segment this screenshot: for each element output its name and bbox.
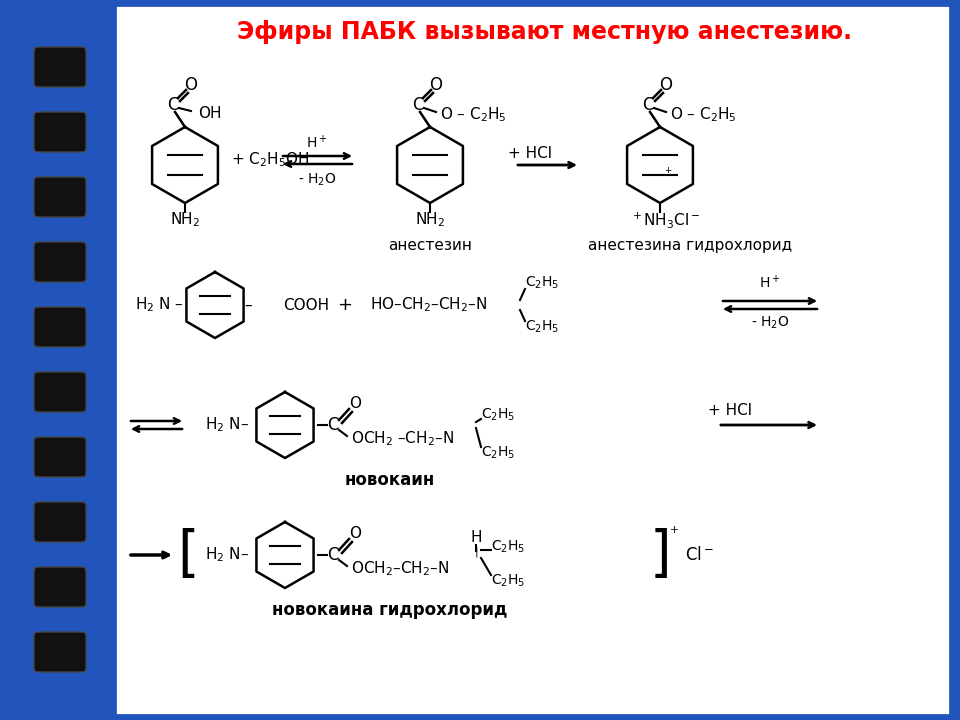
FancyBboxPatch shape: [34, 632, 86, 672]
Text: Эфиры ПАБК вызывают местную анестезию.: Эфиры ПАБК вызывают местную анестезию.: [237, 20, 852, 44]
Text: C$_2$H$_5$: C$_2$H$_5$: [525, 319, 560, 336]
Text: –: –: [244, 297, 252, 312]
Text: C$_2$H$_5$: C$_2$H$_5$: [481, 445, 516, 462]
Text: O: O: [349, 526, 361, 541]
FancyBboxPatch shape: [34, 372, 86, 412]
Text: C$_2$H$_5$: C$_2$H$_5$: [481, 407, 516, 423]
Text: + C$_2$H$_5$OH: + C$_2$H$_5$OH: [230, 150, 309, 169]
Text: - H$_2$O: - H$_2$O: [298, 172, 336, 188]
Text: NH$_2$: NH$_2$: [170, 211, 200, 230]
Text: $^+$NH$_3$Cl$^-$: $^+$NH$_3$Cl$^-$: [630, 210, 700, 230]
Text: O – C$_2$H$_5$: O – C$_2$H$_5$: [440, 106, 507, 125]
Text: Cl$^-$: Cl$^-$: [685, 546, 714, 564]
Text: HO–CH$_2$–CH$_2$–N: HO–CH$_2$–CH$_2$–N: [370, 296, 488, 315]
Text: +: +: [338, 296, 352, 314]
Text: $^+$: $^+$: [667, 526, 679, 541]
FancyBboxPatch shape: [34, 177, 86, 217]
Text: O: O: [429, 76, 443, 94]
FancyBboxPatch shape: [34, 502, 86, 542]
Text: C$_2$H$_5$: C$_2$H$_5$: [491, 539, 525, 555]
Text: OH: OH: [198, 106, 222, 120]
Text: ]: ]: [649, 528, 671, 582]
Text: C: C: [327, 546, 339, 564]
Text: C: C: [412, 96, 423, 114]
Text: O: O: [349, 395, 361, 410]
Text: новокаина гидрохлорид: новокаина гидрохлорид: [273, 601, 508, 619]
Text: H$_2$ N–: H$_2$ N–: [205, 415, 249, 434]
Text: O – C$_2$H$_5$: O – C$_2$H$_5$: [670, 106, 736, 125]
FancyBboxPatch shape: [34, 47, 86, 87]
Text: C$_2$H$_5$: C$_2$H$_5$: [491, 573, 525, 589]
Text: C: C: [167, 96, 179, 114]
Text: C: C: [327, 416, 339, 434]
Text: анестезина гидрохлорид: анестезина гидрохлорид: [588, 238, 792, 253]
Text: H$_2$ N–: H$_2$ N–: [205, 546, 249, 564]
Text: NH$_2$: NH$_2$: [415, 211, 445, 230]
Text: H$^+$: H$^+$: [306, 135, 327, 152]
Text: O: O: [184, 76, 198, 94]
Text: OCH$_2$ –CH$_2$–N: OCH$_2$ –CH$_2$–N: [351, 430, 454, 449]
Text: OCH$_2$–CH$_2$–N: OCH$_2$–CH$_2$–N: [351, 559, 449, 578]
FancyBboxPatch shape: [34, 112, 86, 152]
Text: H$_2$ N –: H$_2$ N –: [135, 296, 184, 315]
Text: + HCl: + HCl: [508, 145, 552, 161]
FancyBboxPatch shape: [34, 437, 86, 477]
Text: анестезин: анестезин: [388, 238, 472, 253]
Text: H$^+$: H$^+$: [759, 274, 780, 292]
FancyBboxPatch shape: [34, 242, 86, 282]
Text: COOH: COOH: [283, 297, 329, 312]
Text: O: O: [660, 76, 673, 94]
Bar: [55, 5, 115, 715]
Text: |: |: [474, 546, 478, 557]
FancyBboxPatch shape: [34, 307, 86, 347]
FancyBboxPatch shape: [34, 567, 86, 607]
Text: [: [: [178, 528, 199, 582]
Text: C: C: [642, 96, 654, 114]
Text: $^+$: $^+$: [663, 166, 673, 179]
Text: H: H: [470, 529, 482, 544]
Text: новокаин: новокаин: [345, 471, 435, 489]
Text: C$_2$H$_5$: C$_2$H$_5$: [525, 275, 560, 291]
Bar: [115, 5, 950, 715]
Text: + HCl: + HCl: [708, 402, 752, 418]
Text: - H$_2$O: - H$_2$O: [751, 315, 789, 331]
